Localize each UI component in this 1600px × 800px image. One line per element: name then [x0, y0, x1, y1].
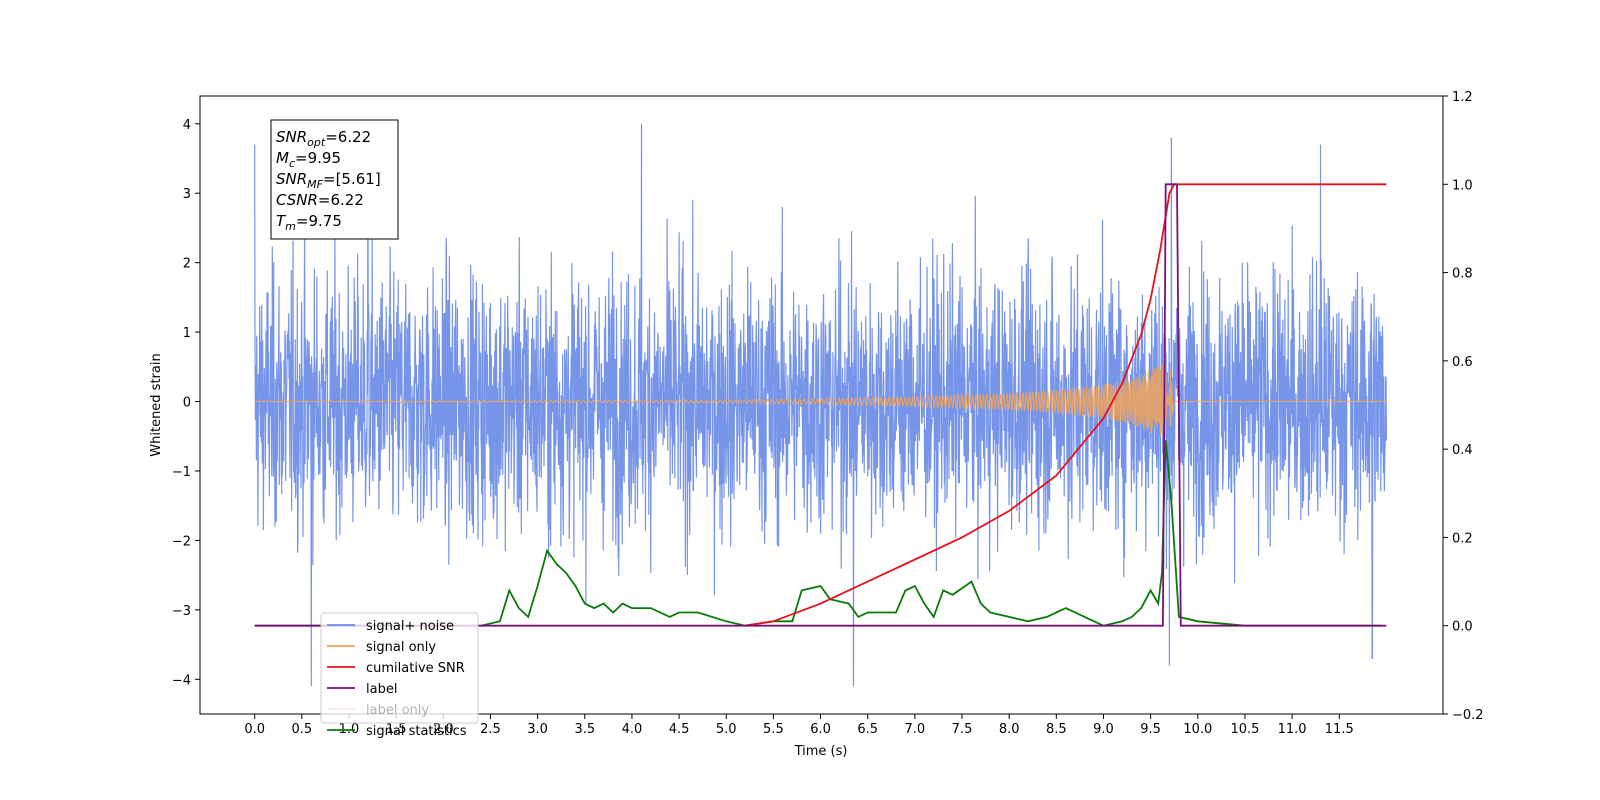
x-tick-label: 10.5: [1230, 722, 1259, 737]
legend-entry-label: signal statistics: [366, 724, 467, 739]
legend-entry-label: signal only: [366, 640, 436, 655]
y2-tick-label: 0.0: [1452, 620, 1473, 635]
x-tick-label: 5.0: [716, 722, 737, 737]
x-tick-label: 7.5: [952, 722, 973, 737]
y2-tick-label: 0.4: [1452, 443, 1473, 458]
series-label-line: [254, 183, 1387, 627]
y-tick-label: 0: [183, 396, 191, 411]
x-axis-label: Time (s): [794, 744, 848, 759]
series-signal-only-line: [254, 363, 1387, 437]
plot-frame: [199, 95, 1444, 715]
annotation-line: Tm=9.75: [276, 212, 342, 233]
x-tick-label: 6.0: [810, 722, 831, 737]
legend-entry-label: label: [366, 682, 397, 697]
x-tick-label: 8.5: [1046, 722, 1067, 737]
x-tick-label: 7.0: [905, 722, 926, 737]
legend-entry-label: cumilative SNR: [366, 661, 465, 676]
legend: signal+ noise signal only cumilative SNR la…: [320, 612, 479, 739]
y-tick-label: −3: [172, 604, 191, 619]
y-axis-label: Whitened strain: [149, 353, 164, 456]
x-tick-label: 4.5: [669, 722, 690, 737]
x-axis: 0.0 0.5 1.0 1.5 2.0 2.5 3.0 3.5 4.0 4.5 5.0 5.5 6.0 6…: [244, 714, 1354, 737]
y-tick-label: 2: [183, 257, 191, 272]
x-tick-label: 2.0: [433, 722, 454, 737]
annotation-line: SNRopt=6.22: [276, 128, 371, 149]
y-tick-label: 3: [183, 187, 191, 202]
x-tick-label: 9.0: [1093, 722, 1114, 737]
x-tick-label: 0.5: [292, 722, 313, 737]
y2-tick-label: 0.2: [1452, 531, 1473, 546]
series-cumulative-snr-line: [744, 183, 1387, 627]
x-tick-label: 3.5: [574, 722, 595, 737]
y-axis-right: −0.2 0.0 0.2 0.4 0.6 0.8 1.0 1.2: [1443, 90, 1484, 723]
y-tick-label: −1: [172, 465, 191, 480]
y2-tick-label: 1.0: [1452, 178, 1473, 193]
x-tick-label: 0.0: [244, 722, 265, 737]
x-tick-label: 11.5: [1325, 722, 1354, 737]
x-tick-label: 11.0: [1278, 722, 1307, 737]
y2-tick-label: 1.2: [1452, 90, 1473, 105]
y2-tick-label: 0.8: [1452, 267, 1473, 282]
x-tick-label: 2.5: [480, 722, 501, 737]
x-tick-label: 10.0: [1183, 722, 1212, 737]
x-tick-label: 3.0: [527, 722, 548, 737]
y-tick-label: −4: [172, 673, 191, 688]
x-tick-label: 8.0: [999, 722, 1020, 737]
series-layer: [254, 123, 1387, 687]
legend-frame: [320, 612, 479, 724]
x-tick-label: 5.5: [763, 722, 784, 737]
annotation-line: CSNR=6.22: [276, 191, 364, 209]
y-tick-label: −2: [172, 534, 191, 549]
x-tick-label: 6.5: [857, 722, 878, 737]
y2-tick-label: −0.2: [1452, 708, 1484, 723]
series-signal-statistics-line: [254, 440, 1382, 627]
legend-entry-label: signal+ noise: [366, 619, 454, 634]
series-signal-noise-line: [254, 123, 1387, 687]
annotation-line: SNRMF=[5.61]: [276, 170, 381, 191]
legend-entry-label: label only: [366, 703, 429, 718]
y-axis-left: −4 −3 −2 −1 0 1 2 3 4: [172, 118, 200, 688]
x-tick-label: 9.5: [1140, 722, 1161, 737]
y-tick-label: 4: [183, 118, 191, 133]
x-tick-label: 4.0: [622, 722, 643, 737]
y2-tick-label: 0.6: [1452, 355, 1473, 370]
annotation-line: Mc=9.95: [276, 149, 341, 170]
y-tick-label: 1: [183, 326, 191, 341]
x-tick-label: 1.5: [386, 722, 407, 737]
annotation-frame: [270, 119, 399, 240]
